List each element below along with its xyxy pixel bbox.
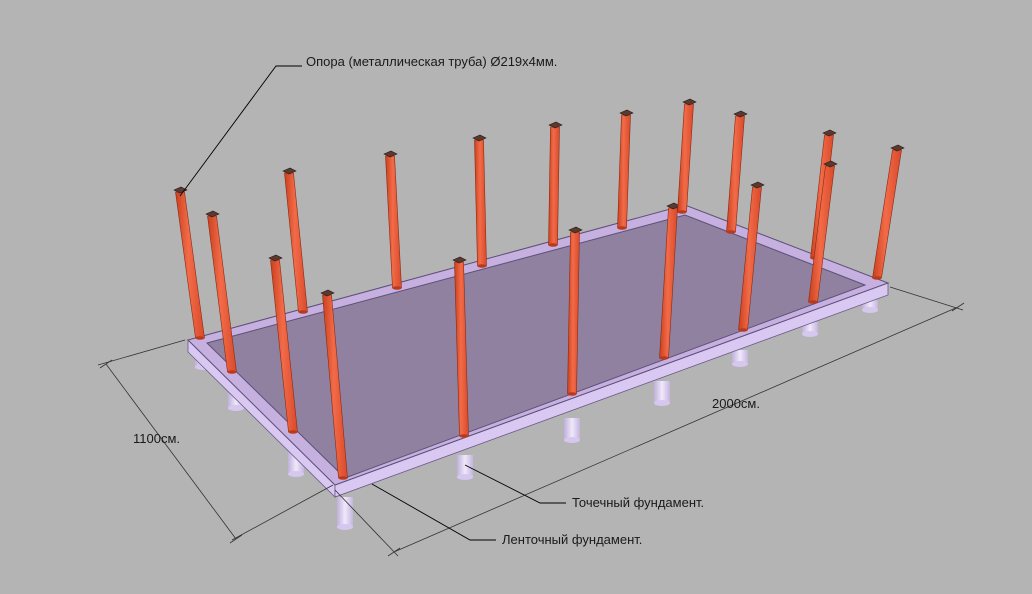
support-column — [726, 110, 748, 234]
support-column — [268, 254, 298, 434]
support-column — [872, 144, 905, 280]
leader-point-foundation — [464, 464, 566, 504]
support-column — [659, 202, 681, 360]
width-dimension-label: 1100см. — [133, 431, 180, 446]
support-column — [472, 134, 487, 268]
pile — [654, 381, 670, 406]
support-column — [567, 226, 583, 396]
support-columns — [173, 98, 905, 480]
support-column — [548, 121, 563, 247]
pile — [337, 497, 353, 530]
support-column — [738, 181, 765, 332]
support-column — [173, 186, 205, 340]
strip-foundation — [187, 204, 890, 498]
support-column — [452, 256, 469, 438]
dimension-width — [97, 339, 334, 544]
strip-foundation-label: Ленточный фундамент. — [502, 532, 642, 547]
support-column — [617, 109, 634, 230]
pile — [564, 418, 580, 443]
support-column — [677, 98, 697, 214]
support-label: Опора (металлическая труба) Ø219x4мм. — [306, 54, 557, 69]
support-column — [205, 210, 237, 374]
support-column — [808, 160, 838, 304]
support-column — [320, 289, 348, 480]
leader-strip-foundation — [371, 483, 496, 541]
leader-support — [179, 65, 302, 197]
dimension-length — [334, 286, 965, 557]
support-column — [282, 167, 308, 314]
slab-top — [206, 214, 867, 479]
pile — [862, 300, 878, 313]
pile — [457, 455, 473, 480]
point-foundation-label: Точечный фундамент. — [572, 495, 704, 510]
pile — [732, 350, 748, 367]
length-dimension-label: 2000см. — [712, 396, 760, 411]
support-column — [383, 150, 402, 290]
leader-lines — [179, 65, 566, 541]
